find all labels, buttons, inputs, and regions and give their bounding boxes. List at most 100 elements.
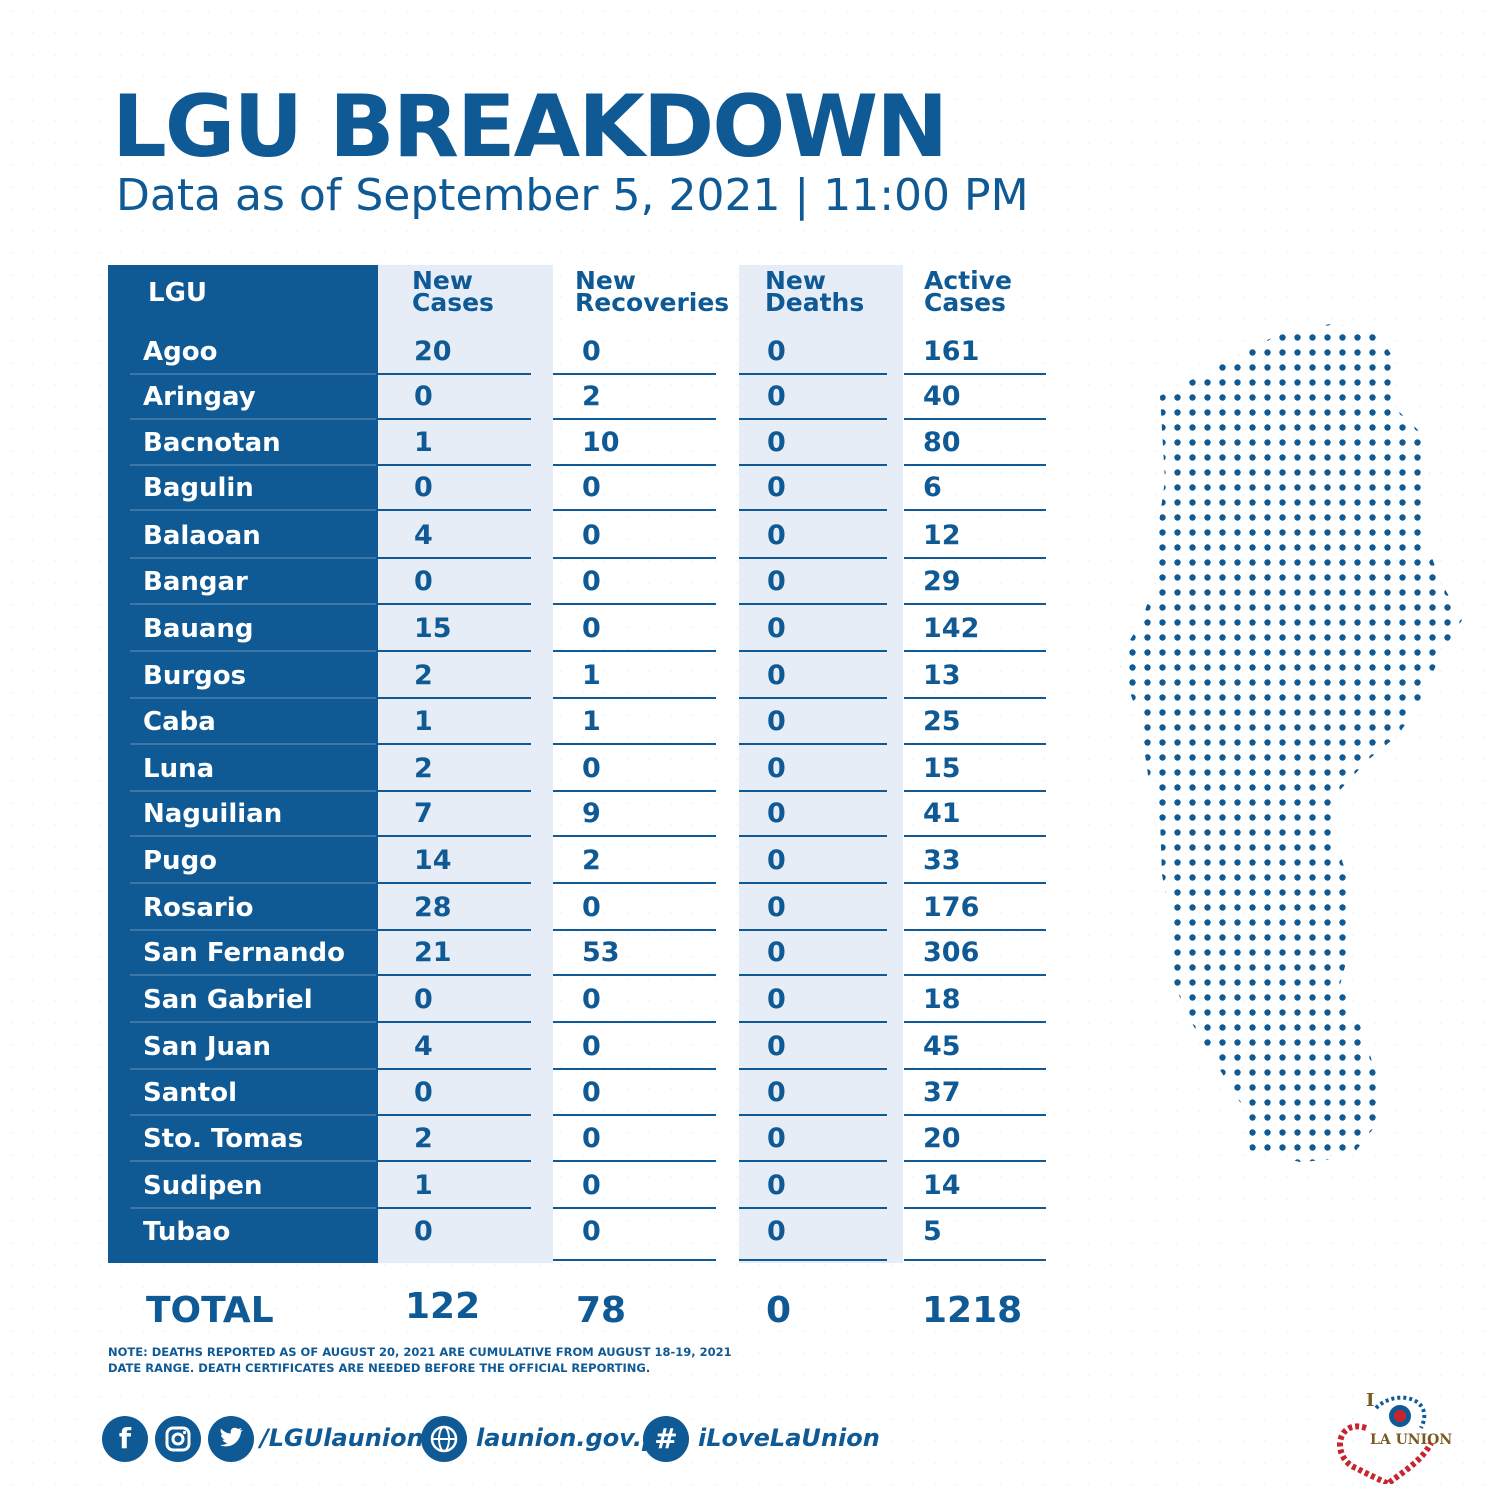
hashtag-link[interactable]: iLoveLaUnion — [698, 1424, 880, 1452]
lgu-name: Sudipen — [143, 1171, 263, 1201]
facebook-icon[interactable]: f — [102, 1416, 148, 1462]
row-divider — [553, 1021, 716, 1023]
globe-icon — [421, 1416, 467, 1462]
new-deaths-value: 0 — [767, 1216, 786, 1247]
row-divider — [553, 1207, 716, 1209]
row-divider — [739, 974, 887, 976]
new-recoveries-value: 0 — [582, 984, 601, 1015]
row-divider — [378, 557, 531, 559]
row-divider — [739, 509, 887, 511]
new-recoveries-value: 0 — [582, 892, 601, 923]
header-new-cases-line1: New — [412, 266, 473, 295]
total-label: TOTAL — [146, 1290, 274, 1331]
table-row: Sto. Tomas 2 0 0 20 — [0, 1121, 1500, 1167]
row-divider — [739, 882, 887, 884]
row-divider — [378, 697, 531, 699]
new-recoveries-value: 0 — [582, 472, 601, 503]
row-divider — [130, 464, 376, 466]
twitter-icon[interactable] — [208, 1416, 254, 1462]
row-divider — [553, 603, 716, 605]
row-divider — [904, 929, 1046, 931]
row-divider — [130, 743, 376, 745]
row-divider — [553, 882, 716, 884]
row-divider — [904, 1114, 1046, 1116]
header-new-recoveries-line2: Recoveries — [575, 288, 730, 317]
new-deaths-value: 0 — [767, 753, 786, 784]
new-deaths-value: 0 — [767, 520, 786, 551]
row-divider — [130, 697, 376, 699]
row-divider — [739, 743, 887, 745]
active-cases-value: 12 — [923, 520, 961, 551]
row-divider — [378, 1207, 531, 1209]
table-row: Bagulin 0 0 0 6 — [0, 470, 1500, 516]
lgu-name: Agoo — [143, 337, 218, 367]
row-divider — [378, 835, 531, 837]
new-cases-value: 0 — [414, 381, 433, 412]
new-cases-value: 0 — [414, 472, 433, 503]
row-divider — [904, 743, 1046, 745]
row-divider — [130, 650, 376, 652]
header-new-cases-line2: Cases — [412, 288, 494, 317]
table-row: Santol 0 0 0 37 — [0, 1075, 1500, 1121]
total-new-deaths: 0 — [766, 1290, 792, 1331]
row-divider — [904, 418, 1046, 420]
website-link[interactable]: launion.gov.ph — [476, 1424, 677, 1452]
row-divider — [378, 929, 531, 931]
row-divider — [904, 603, 1046, 605]
footnote: NOTE: DEATHS REPORTED AS OF AUGUST 20, 2… — [108, 1344, 808, 1376]
row-divider — [739, 464, 887, 466]
active-cases-value: 33 — [923, 845, 961, 876]
table-row: Tubao 0 0 0 5 — [0, 1214, 1500, 1261]
footnote-line1: NOTE: DEATHS REPORTED AS OF AUGUST 20, 2… — [108, 1345, 732, 1359]
active-cases-value: 142 — [923, 613, 980, 644]
logo-text: LA UNION — [1370, 1432, 1453, 1448]
table-row: Balaoan 4 0 0 12 — [0, 518, 1500, 564]
row-divider — [904, 1207, 1046, 1209]
table-row: Luna 2 0 0 15 — [0, 751, 1500, 797]
new-cases-value: 20 — [414, 336, 452, 367]
new-cases-value: 14 — [414, 845, 452, 876]
row-divider — [904, 1021, 1046, 1023]
table-row: Naguilian 7 9 0 41 — [0, 796, 1500, 842]
active-cases-value: 13 — [923, 660, 961, 691]
row-divider — [130, 835, 376, 837]
header-new-deaths: New Deaths — [765, 268, 864, 315]
social-handle-link[interactable]: /LGUlaunion — [260, 1424, 424, 1452]
row-divider — [378, 509, 531, 511]
new-cases-value: 0 — [414, 566, 433, 597]
lgu-name: Aringay — [143, 382, 256, 412]
active-cases-value: 18 — [923, 984, 961, 1015]
lgu-name: San Juan — [143, 1032, 272, 1062]
new-deaths-value: 0 — [767, 1031, 786, 1062]
row-divider — [378, 974, 531, 976]
row-divider — [739, 373, 887, 375]
row-divider — [739, 790, 887, 792]
row-divider — [130, 1114, 376, 1116]
active-cases-value: 15 — [923, 753, 961, 784]
row-divider — [130, 974, 376, 976]
instagram-icon[interactable] — [155, 1416, 201, 1462]
row-divider — [378, 882, 531, 884]
new-cases-column-background — [378, 265, 553, 1263]
table-row: Bauang 15 0 0 142 — [0, 611, 1500, 657]
table-row: San Juan 4 0 0 45 — [0, 1029, 1500, 1075]
new-deaths-value: 0 — [767, 706, 786, 737]
row-divider — [130, 509, 376, 511]
active-cases-value: 45 — [923, 1031, 961, 1062]
new-recoveries-value: 0 — [582, 1216, 601, 1247]
lgu-name: Burgos — [143, 661, 247, 691]
lgu-name: Pugo — [143, 846, 218, 876]
lgu-name: San Fernando — [143, 938, 346, 968]
active-cases-value: 306 — [923, 937, 980, 968]
new-recoveries-value: 0 — [582, 336, 601, 367]
new-deaths-value: 0 — [767, 798, 786, 829]
new-cases-value: 0 — [414, 1216, 433, 1247]
row-divider — [904, 509, 1046, 511]
row-divider — [553, 974, 716, 976]
active-cases-value: 161 — [923, 336, 980, 367]
new-deaths-value: 0 — [767, 937, 786, 968]
new-recoveries-value: 9 — [582, 798, 601, 829]
active-cases-value: 41 — [923, 798, 961, 829]
total-active-cases: 1218 — [922, 1290, 1023, 1331]
heart-logo-icon — [1337, 1395, 1434, 1488]
